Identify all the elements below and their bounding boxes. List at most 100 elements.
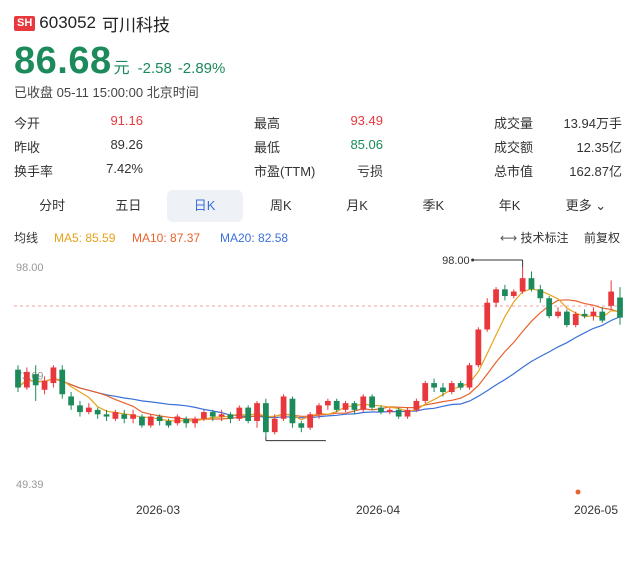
stat-value: 13.94万手	[563, 116, 622, 131]
candle-body	[324, 400, 331, 406]
x-axis-label: 2026-03	[136, 503, 180, 517]
ma-legend: 均线 MA5: 85.59 MA10: 87.37 MA20: 82.58 ⟷ …	[14, 228, 624, 248]
y-axis-label: 98.00	[16, 262, 44, 274]
period-tabs: 分时 五日 日K 周K 月K 季K 年K 更多 ⌄	[14, 190, 624, 222]
candle-body	[147, 416, 154, 426]
candle-body	[41, 380, 48, 390]
stat-label: 市盈(TTM)	[254, 164, 316, 179]
candle-body	[156, 416, 163, 422]
stat-label: 换手率	[14, 164, 54, 179]
candle-body	[351, 403, 358, 410]
stat-label: 最高	[254, 116, 281, 131]
candle-body	[608, 291, 615, 306]
candle-body	[77, 405, 83, 413]
candle-body	[404, 409, 411, 417]
price-change-pct: -2.89%	[177, 60, 226, 77]
stats-grid: 今开 91.16 最高 93.49 成交量 13.94万手 昨收 89.26 最低 85.06 成交…	[14, 110, 624, 182]
tab-3[interactable]: 周K	[270, 198, 292, 213]
stat-value: 93.49	[350, 113, 383, 128]
tech-annotation-icon: ⟷	[500, 231, 518, 245]
tab-7[interactable]: 更多 ⌄	[565, 198, 607, 213]
stat-value: 91.16	[110, 113, 143, 128]
candle-body	[165, 421, 172, 426]
max-annotation-label: 98.00	[442, 255, 470, 267]
candle-body	[457, 383, 464, 388]
stat-label: 总市值	[494, 164, 534, 179]
candle-body	[395, 409, 402, 417]
candle-body	[369, 396, 375, 408]
stat-label: 最低	[254, 140, 281, 155]
candle-body	[201, 412, 207, 419]
candle-body	[174, 416, 181, 424]
tab-4[interactable]: 月K	[346, 198, 368, 213]
candle-body	[564, 311, 570, 326]
candle-body	[50, 367, 57, 384]
candle-body	[245, 407, 252, 422]
tab-6[interactable]: 年K	[498, 198, 521, 213]
candle-body	[271, 418, 278, 433]
candle-body	[121, 414, 128, 419]
candle-body	[546, 298, 553, 317]
candle-body	[431, 383, 437, 388]
tab-5[interactable]: 季K	[422, 198, 445, 213]
stat-label: 今开	[14, 116, 41, 131]
x-axis-label: 2026-04	[356, 503, 400, 517]
candle-body	[94, 409, 101, 415]
candle-body	[386, 409, 393, 413]
stat-label: 昨收	[14, 140, 41, 155]
candle-body	[484, 302, 491, 330]
adjust-toggle[interactable]: 前复权	[584, 231, 621, 245]
candle-body	[263, 403, 269, 433]
candle-body	[23, 371, 30, 388]
candle-body	[298, 423, 305, 428]
tab-1[interactable]: 五日	[115, 198, 142, 213]
candle-body	[581, 313, 588, 317]
exchange-badge: SH	[14, 15, 36, 31]
ma5-value: MA5: 85.59	[54, 231, 116, 245]
candle-body	[130, 414, 136, 419]
stock-code: 603052	[39, 13, 97, 32]
ma10-value: MA10: 87.37	[132, 231, 201, 245]
tab-2[interactable]: 日K	[166, 190, 243, 222]
candle-body	[280, 396, 287, 419]
candle-body	[528, 278, 535, 290]
current-price: 86.68	[14, 40, 112, 82]
stat-value: 162.87亿	[569, 164, 622, 179]
candle-body	[103, 414, 110, 417]
candle-body	[448, 383, 455, 392]
tech-annotation-button[interactable]: ⟷ 技术标注	[500, 228, 569, 248]
candle-body	[254, 403, 260, 422]
candle-body	[183, 418, 190, 424]
candle-body	[68, 396, 74, 406]
candle-body	[413, 400, 420, 410]
candle-body	[307, 414, 314, 428]
candle-body	[192, 418, 198, 424]
candle-body	[502, 289, 508, 297]
stat-value: 亏损	[356, 164, 383, 179]
stock-title-row: SH 603052 可川科技	[14, 10, 624, 36]
stock-name: 可川科技	[102, 15, 171, 35]
candle-body	[493, 289, 499, 303]
stat-value: 85.06	[350, 137, 383, 152]
stat-value: 12.35亿	[576, 140, 622, 155]
stats-row: 换手率 7.42% 市盈(TTM) 亏损 总市值 162.87亿	[14, 158, 624, 182]
indicator-dot	[575, 489, 581, 495]
candle-body	[360, 396, 367, 410]
price-row: 86.68 元 -2.58 -2.89%	[14, 40, 624, 84]
candle-body	[316, 405, 322, 415]
candle-body	[32, 374, 39, 386]
candle-body	[599, 311, 606, 321]
max-annotation-dot	[471, 258, 475, 262]
candle-body	[572, 313, 579, 326]
candle-body	[590, 311, 597, 317]
ma-label: 均线	[14, 231, 39, 245]
candle-body	[236, 407, 243, 419]
candle-body	[555, 311, 561, 317]
candle-body	[112, 412, 119, 419]
candle-body	[85, 407, 92, 413]
tab-0[interactable]: 分时	[39, 198, 66, 213]
ma20-value: MA20: 82.58	[220, 231, 289, 245]
candle-body	[227, 414, 234, 419]
stock-header: SH 603052 可川科技 86.68 元 -2.58 -2.89% 已收盘 …	[14, 10, 624, 102]
